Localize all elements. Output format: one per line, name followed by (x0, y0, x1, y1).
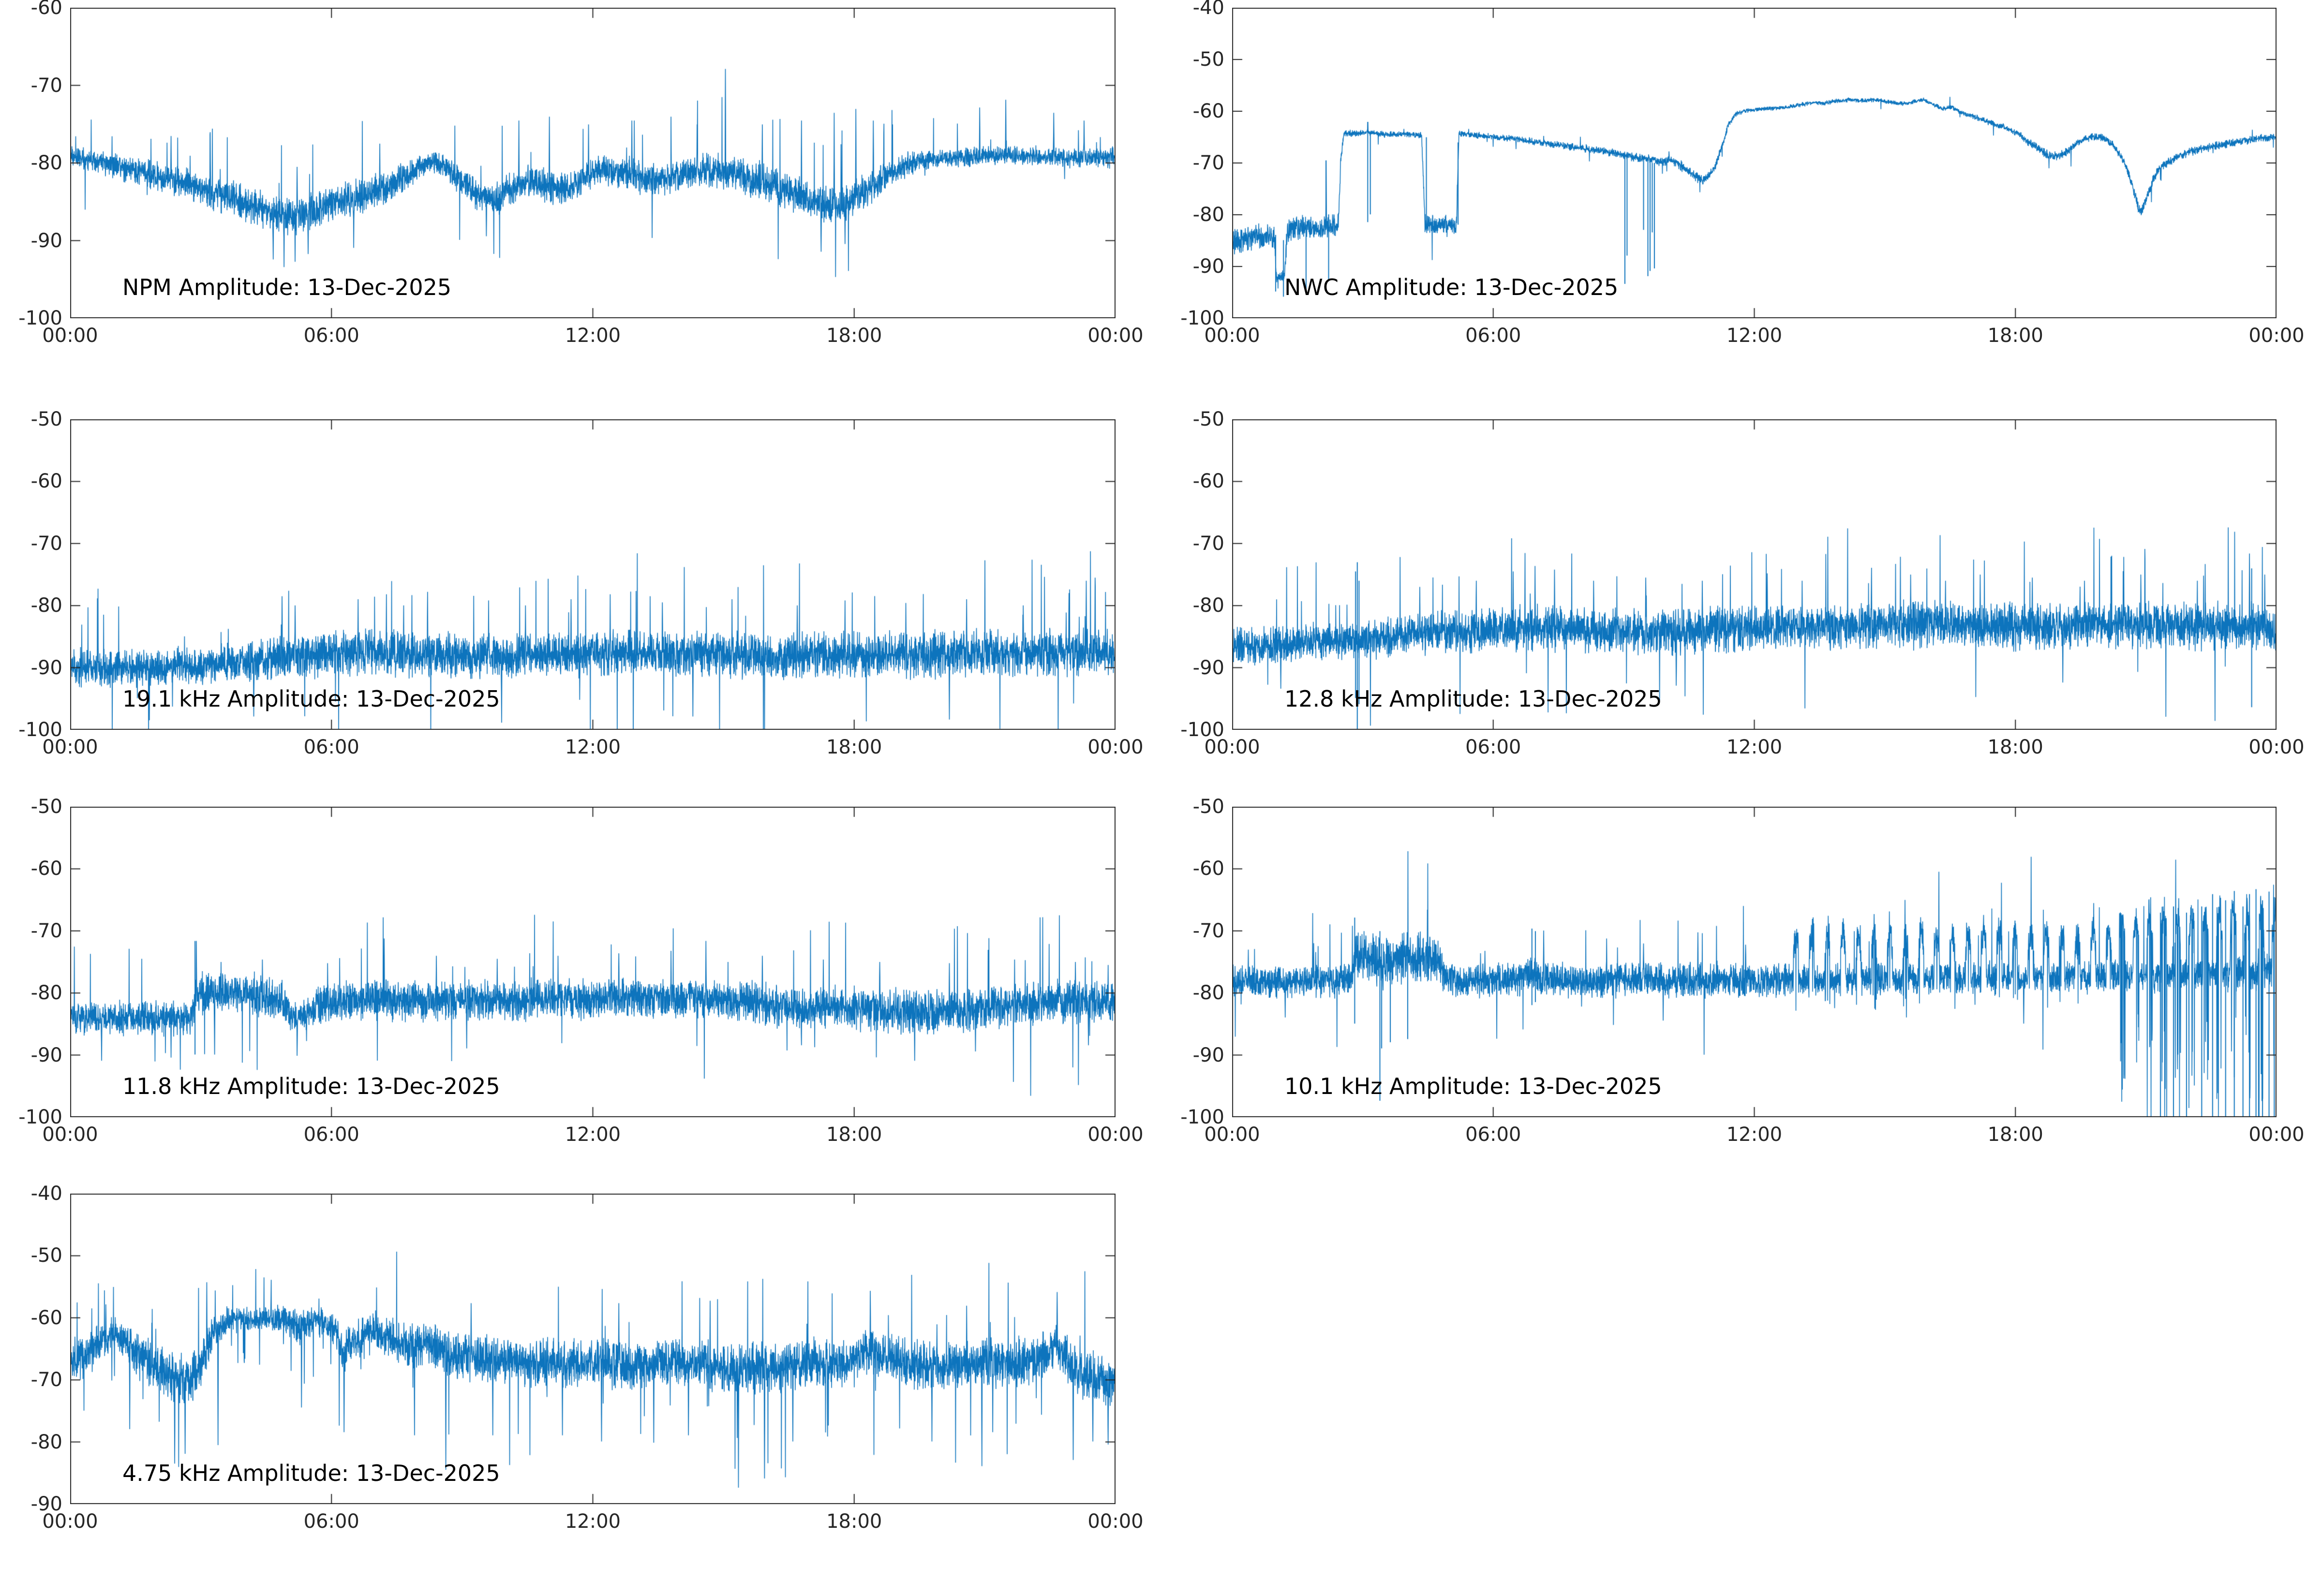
y-tick-label: -90 (30, 656, 62, 679)
x-tick-label: 06:00 (1465, 325, 1521, 347)
plot-canvas (1232, 419, 2277, 730)
x-tick-label: 00:00 (42, 736, 98, 758)
chart-12.8-khz: 12.8 kHz Amplitude: 13-Dec-2025 -50 -60 -7… (1180, 409, 2304, 758)
x-tick-label: 00:00 (42, 1123, 98, 1146)
x-tick-label: 12:00 (565, 1510, 621, 1533)
y-tick-label: -80 (30, 152, 62, 174)
y-tick-label: -80 (1192, 204, 1224, 226)
x-tick-label: 06:00 (1465, 1123, 1521, 1146)
y-tick-label: -90 (1192, 1044, 1224, 1066)
x-tick-label: 12:00 (565, 736, 621, 758)
y-tick-label: -70 (30, 919, 62, 942)
y-tick-label: -60 (30, 470, 62, 493)
y-tick-label: -70 (30, 74, 62, 97)
chart-title: 12.8 kHz Amplitude: 13-Dec-2025 (1284, 686, 1662, 712)
chart-19.1-khz: 19.1 kHz Amplitude: 13-Dec-2025 -50 -60 -7… (18, 409, 1143, 758)
y-tick-label: -80 (1192, 982, 1224, 1005)
y-tick-label: -80 (1192, 594, 1224, 617)
y-tick-label: -90 (30, 1493, 62, 1515)
chart-10.1-khz: 10.1 kHz Amplitude: 13-Dec-2025 -50 -60 -7… (1180, 796, 2304, 1145)
x-tick-label: 12:00 (565, 1123, 621, 1146)
x-tick-label: 00:00 (2248, 1123, 2305, 1146)
x-tick-label: 18:00 (826, 736, 882, 758)
y-tick-label: -40 (1192, 0, 1224, 19)
x-tick-label: 00:00 (1087, 736, 1144, 758)
y-tick-label: -90 (1192, 656, 1224, 679)
y-tick-label: -60 (1192, 470, 1224, 493)
chart-title: 4.75 kHz Amplitude: 13-Dec-2025 (122, 1460, 500, 1486)
plot-canvas (70, 1194, 1116, 1504)
x-tick-label: 12:00 (565, 325, 621, 347)
y-tick-label: -100 (18, 1106, 62, 1128)
x-tick-label: 12:00 (1726, 736, 1783, 758)
x-tick-label: 00:00 (42, 325, 98, 347)
x-tick-label: 00:00 (1087, 1510, 1144, 1533)
plot-canvas (1232, 807, 2277, 1117)
y-tick-label: -70 (1192, 532, 1224, 555)
y-tick-label: -100 (1180, 1106, 1224, 1128)
y-tick-label: -70 (1192, 152, 1224, 174)
x-tick-label: 18:00 (826, 1123, 882, 1146)
x-tick-label: 06:00 (303, 736, 359, 758)
x-tick-label: 12:00 (1726, 325, 1783, 347)
y-tick-label: -70 (30, 1369, 62, 1391)
x-tick-label: 00:00 (42, 1510, 98, 1533)
y-tick-label: -60 (1192, 100, 1224, 122)
y-tick-label: -100 (18, 719, 62, 741)
x-tick-label: 00:00 (2248, 736, 2305, 758)
x-tick-label: 18:00 (826, 1510, 882, 1533)
chart-title: 11.8 kHz Amplitude: 13-Dec-2025 (122, 1073, 500, 1099)
x-tick-label: 00:00 (1204, 736, 1260, 758)
y-tick-label: -70 (1192, 919, 1224, 942)
y-tick-label: -50 (1192, 408, 1224, 430)
plot-canvas (70, 807, 1116, 1117)
y-tick-label: -100 (1180, 307, 1224, 329)
x-tick-label: 18:00 (1987, 736, 2043, 758)
chart-4.75-khz: 4.75 kHz Amplitude: 13-Dec-2025 -40 -50 -6… (31, 1183, 1144, 1532)
y-tick-label: -80 (30, 982, 62, 1005)
x-tick-label: 06:00 (303, 1510, 359, 1533)
y-tick-label: -100 (18, 307, 62, 329)
y-tick-label: -80 (30, 594, 62, 617)
x-tick-label: 00:00 (2248, 325, 2305, 347)
y-tick-label: -50 (30, 796, 62, 818)
y-tick-label: -80 (30, 1431, 62, 1453)
y-tick-label: -90 (30, 1044, 62, 1066)
x-tick-label: 06:00 (303, 1123, 359, 1146)
x-tick-label: 06:00 (1465, 736, 1521, 758)
y-tick-label: -70 (30, 532, 62, 555)
y-tick-label: -50 (30, 1244, 62, 1267)
x-tick-label: 06:00 (303, 325, 359, 347)
chart-title: NPM Amplitude: 13-Dec-2025 (122, 274, 452, 300)
y-tick-label: -100 (1180, 719, 1224, 741)
plot-canvas (70, 8, 1116, 318)
plot-canvas (1232, 8, 2277, 318)
y-tick-label: -60 (1192, 857, 1224, 880)
x-tick-label: 00:00 (1087, 325, 1144, 347)
chart-title: 10.1 kHz Amplitude: 13-Dec-2025 (1284, 1073, 1662, 1099)
x-tick-label: 18:00 (1987, 1123, 2043, 1146)
x-tick-label: 18:00 (826, 325, 882, 347)
x-tick-label: 00:00 (1204, 325, 1260, 347)
y-tick-label: -60 (30, 1306, 62, 1329)
y-tick-label: -60 (30, 0, 62, 19)
x-tick-label: 00:00 (1087, 1123, 1144, 1146)
x-tick-label: 18:00 (1987, 325, 2043, 347)
y-tick-label: -40 (30, 1182, 62, 1205)
chart-title: 19.1 kHz Amplitude: 13-Dec-2025 (122, 686, 500, 712)
y-tick-label: -90 (30, 229, 62, 252)
y-tick-label: -90 (1192, 255, 1224, 278)
chart-11.8-khz: 11.8 kHz Amplitude: 13-Dec-2025 -50 -60 -7… (18, 796, 1143, 1145)
y-tick-label: -60 (30, 857, 62, 880)
x-tick-label: 00:00 (1204, 1123, 1260, 1146)
plot-canvas (70, 419, 1116, 730)
x-tick-label: 12:00 (1726, 1123, 1783, 1146)
chart-npm: NPM Amplitude: 13-Dec-2025 -60 -70 -80 -90 -… (18, 0, 1143, 346)
y-tick-label: -50 (1192, 796, 1224, 818)
y-tick-label: -50 (1192, 48, 1224, 71)
chart-title: NWC Amplitude: 13-Dec-2025 (1284, 274, 1619, 300)
chart-nwc: NWC Amplitude: 13-Dec-2025 -40 -50 -60 -70 -… (1180, 0, 2304, 346)
y-tick-label: -50 (30, 408, 62, 430)
